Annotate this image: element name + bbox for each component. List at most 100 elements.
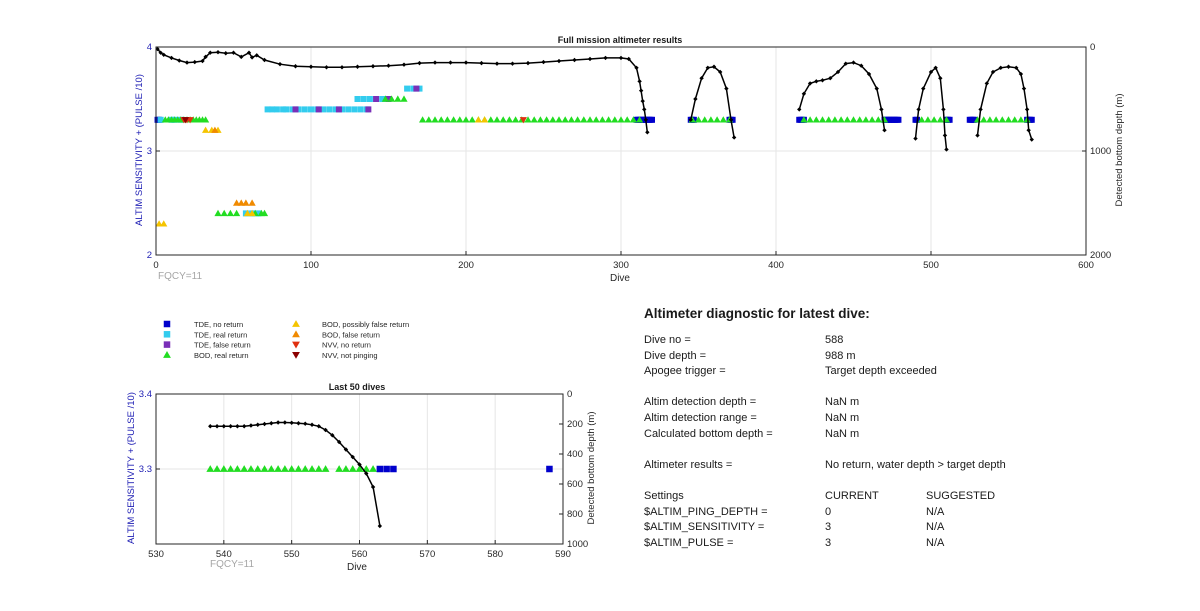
data-point bbox=[1017, 116, 1025, 123]
bottom-depth-point bbox=[184, 60, 190, 65]
data-point bbox=[233, 199, 241, 206]
settings-header-current: CURRENT bbox=[825, 489, 879, 502]
bottom-depth-point bbox=[942, 133, 948, 138]
bottom-depth-point bbox=[642, 107, 647, 112]
bottom-depth-point bbox=[192, 59, 197, 65]
data-point bbox=[617, 116, 625, 123]
bottom-depth-point bbox=[282, 420, 288, 425]
data-point bbox=[335, 106, 342, 113]
y2-tick-label: 1000 bbox=[567, 539, 588, 550]
bottom-depth-point bbox=[231, 50, 236, 55]
settings-current: 0 bbox=[825, 505, 832, 518]
data-point bbox=[315, 106, 322, 113]
x-tick-label: 570 bbox=[419, 549, 435, 560]
settings-label: $ALTIM_SENSITIVITY = bbox=[644, 521, 765, 534]
diagnostic-row-calculated-bottom-depth: Calculated bottom depth = NaN m bbox=[644, 427, 1184, 443]
data-point bbox=[240, 465, 249, 472]
data-point bbox=[413, 85, 420, 92]
data-point bbox=[456, 116, 464, 123]
bottom-depth-point bbox=[432, 60, 438, 65]
data-point bbox=[980, 116, 988, 123]
data-point bbox=[255, 210, 262, 217]
bottom-depth-point bbox=[835, 69, 841, 75]
bottom-depth-point bbox=[1026, 128, 1031, 133]
bottom-depth-point bbox=[169, 55, 174, 61]
x-tick-label: 400 bbox=[768, 260, 784, 271]
bottom-depth-point bbox=[1024, 107, 1030, 112]
data-point bbox=[555, 116, 563, 123]
bottom-depth-point bbox=[386, 63, 391, 68]
bottom-depth-point bbox=[241, 424, 247, 429]
bottom-depth-point bbox=[882, 128, 887, 133]
x-tick-label: 0 bbox=[153, 260, 158, 271]
bottom-fqcy-annotation: FQCY=11 bbox=[210, 559, 254, 570]
data-point bbox=[468, 116, 476, 123]
data-point bbox=[369, 465, 377, 472]
y-tick-label: 3.4 bbox=[139, 389, 152, 400]
bottom-depth-point bbox=[370, 64, 376, 69]
y2-tick-label: 0 bbox=[567, 389, 572, 400]
bottom-depth-point bbox=[1021, 86, 1027, 91]
legend-marker-tde-real-return bbox=[163, 331, 171, 338]
diagnostic-label: Calculated bottom depth = bbox=[644, 427, 773, 440]
bottom-depth-point bbox=[998, 65, 1003, 70]
bottom-depth-point bbox=[308, 64, 314, 69]
data-point bbox=[160, 220, 168, 227]
data-point bbox=[339, 106, 345, 113]
bottom-depth-point bbox=[448, 60, 453, 65]
legend-label: TDE, no return bbox=[194, 320, 243, 329]
bottom-depth-point bbox=[479, 60, 484, 66]
bottom-depth-point bbox=[208, 50, 213, 55]
data-point bbox=[598, 116, 606, 123]
bottom-depth-point bbox=[711, 64, 717, 69]
bottom-depth-point bbox=[859, 63, 864, 68]
bottom-depth-point bbox=[975, 133, 980, 138]
bottom-depth-point bbox=[203, 54, 208, 60]
bottom-depth-point bbox=[248, 423, 254, 428]
legend-label: TDE, false return bbox=[194, 341, 251, 350]
diagnostic-label: Apogee trigger = bbox=[644, 365, 726, 378]
bottom-depth-point bbox=[494, 61, 500, 66]
bottom-depth-point bbox=[355, 64, 360, 69]
data-point bbox=[895, 116, 902, 123]
data-point bbox=[220, 209, 228, 217]
y-tick-label: 2 bbox=[147, 250, 152, 261]
bottom-depth-point bbox=[296, 421, 301, 426]
data-point bbox=[351, 106, 358, 113]
data-point bbox=[431, 116, 439, 123]
data-point bbox=[186, 117, 194, 124]
data-point bbox=[242, 199, 250, 206]
data-point bbox=[1028, 116, 1035, 123]
legend-marker-bod-false-return bbox=[292, 330, 300, 338]
diagnostic-label: Altim detection range = bbox=[644, 411, 757, 424]
bottom-y2-axis-label: Detected bottom depth (m) bbox=[586, 412, 597, 525]
legend-label: BOD, real return bbox=[194, 351, 249, 360]
data-point bbox=[592, 116, 600, 123]
data-point bbox=[366, 96, 373, 102]
bottom-depth-point bbox=[556, 58, 562, 64]
data-point bbox=[416, 85, 423, 92]
y2-tick-label: 1000 bbox=[1090, 146, 1111, 157]
bottom-depth-point bbox=[357, 462, 362, 467]
data-point bbox=[354, 96, 361, 102]
diagnostic-value: 588 bbox=[825, 334, 844, 346]
data-point bbox=[248, 209, 256, 217]
x-tick-label: 560 bbox=[352, 549, 368, 560]
bottom-depth-point bbox=[330, 433, 335, 438]
settings-suggested: N/A bbox=[926, 505, 945, 518]
bottom-depth-point bbox=[350, 454, 355, 460]
data-point bbox=[373, 96, 380, 102]
bottom-depth-point bbox=[879, 107, 884, 112]
y2-tick-label: 400 bbox=[567, 449, 583, 460]
bottom-depth-point bbox=[874, 86, 879, 91]
legend-marker-bod-possibly-false-return bbox=[292, 320, 300, 327]
bottom-depth-line bbox=[976, 66, 1033, 140]
data-point bbox=[946, 116, 953, 123]
bottom-depth-point bbox=[820, 78, 825, 83]
x-tick-label: 300 bbox=[613, 260, 629, 271]
settings-header-row: Settings CURRENT SUGGESTED bbox=[644, 489, 1184, 505]
bottom-depth-point bbox=[814, 79, 819, 84]
bottom-depth-point bbox=[262, 421, 267, 427]
data-point bbox=[202, 126, 210, 133]
